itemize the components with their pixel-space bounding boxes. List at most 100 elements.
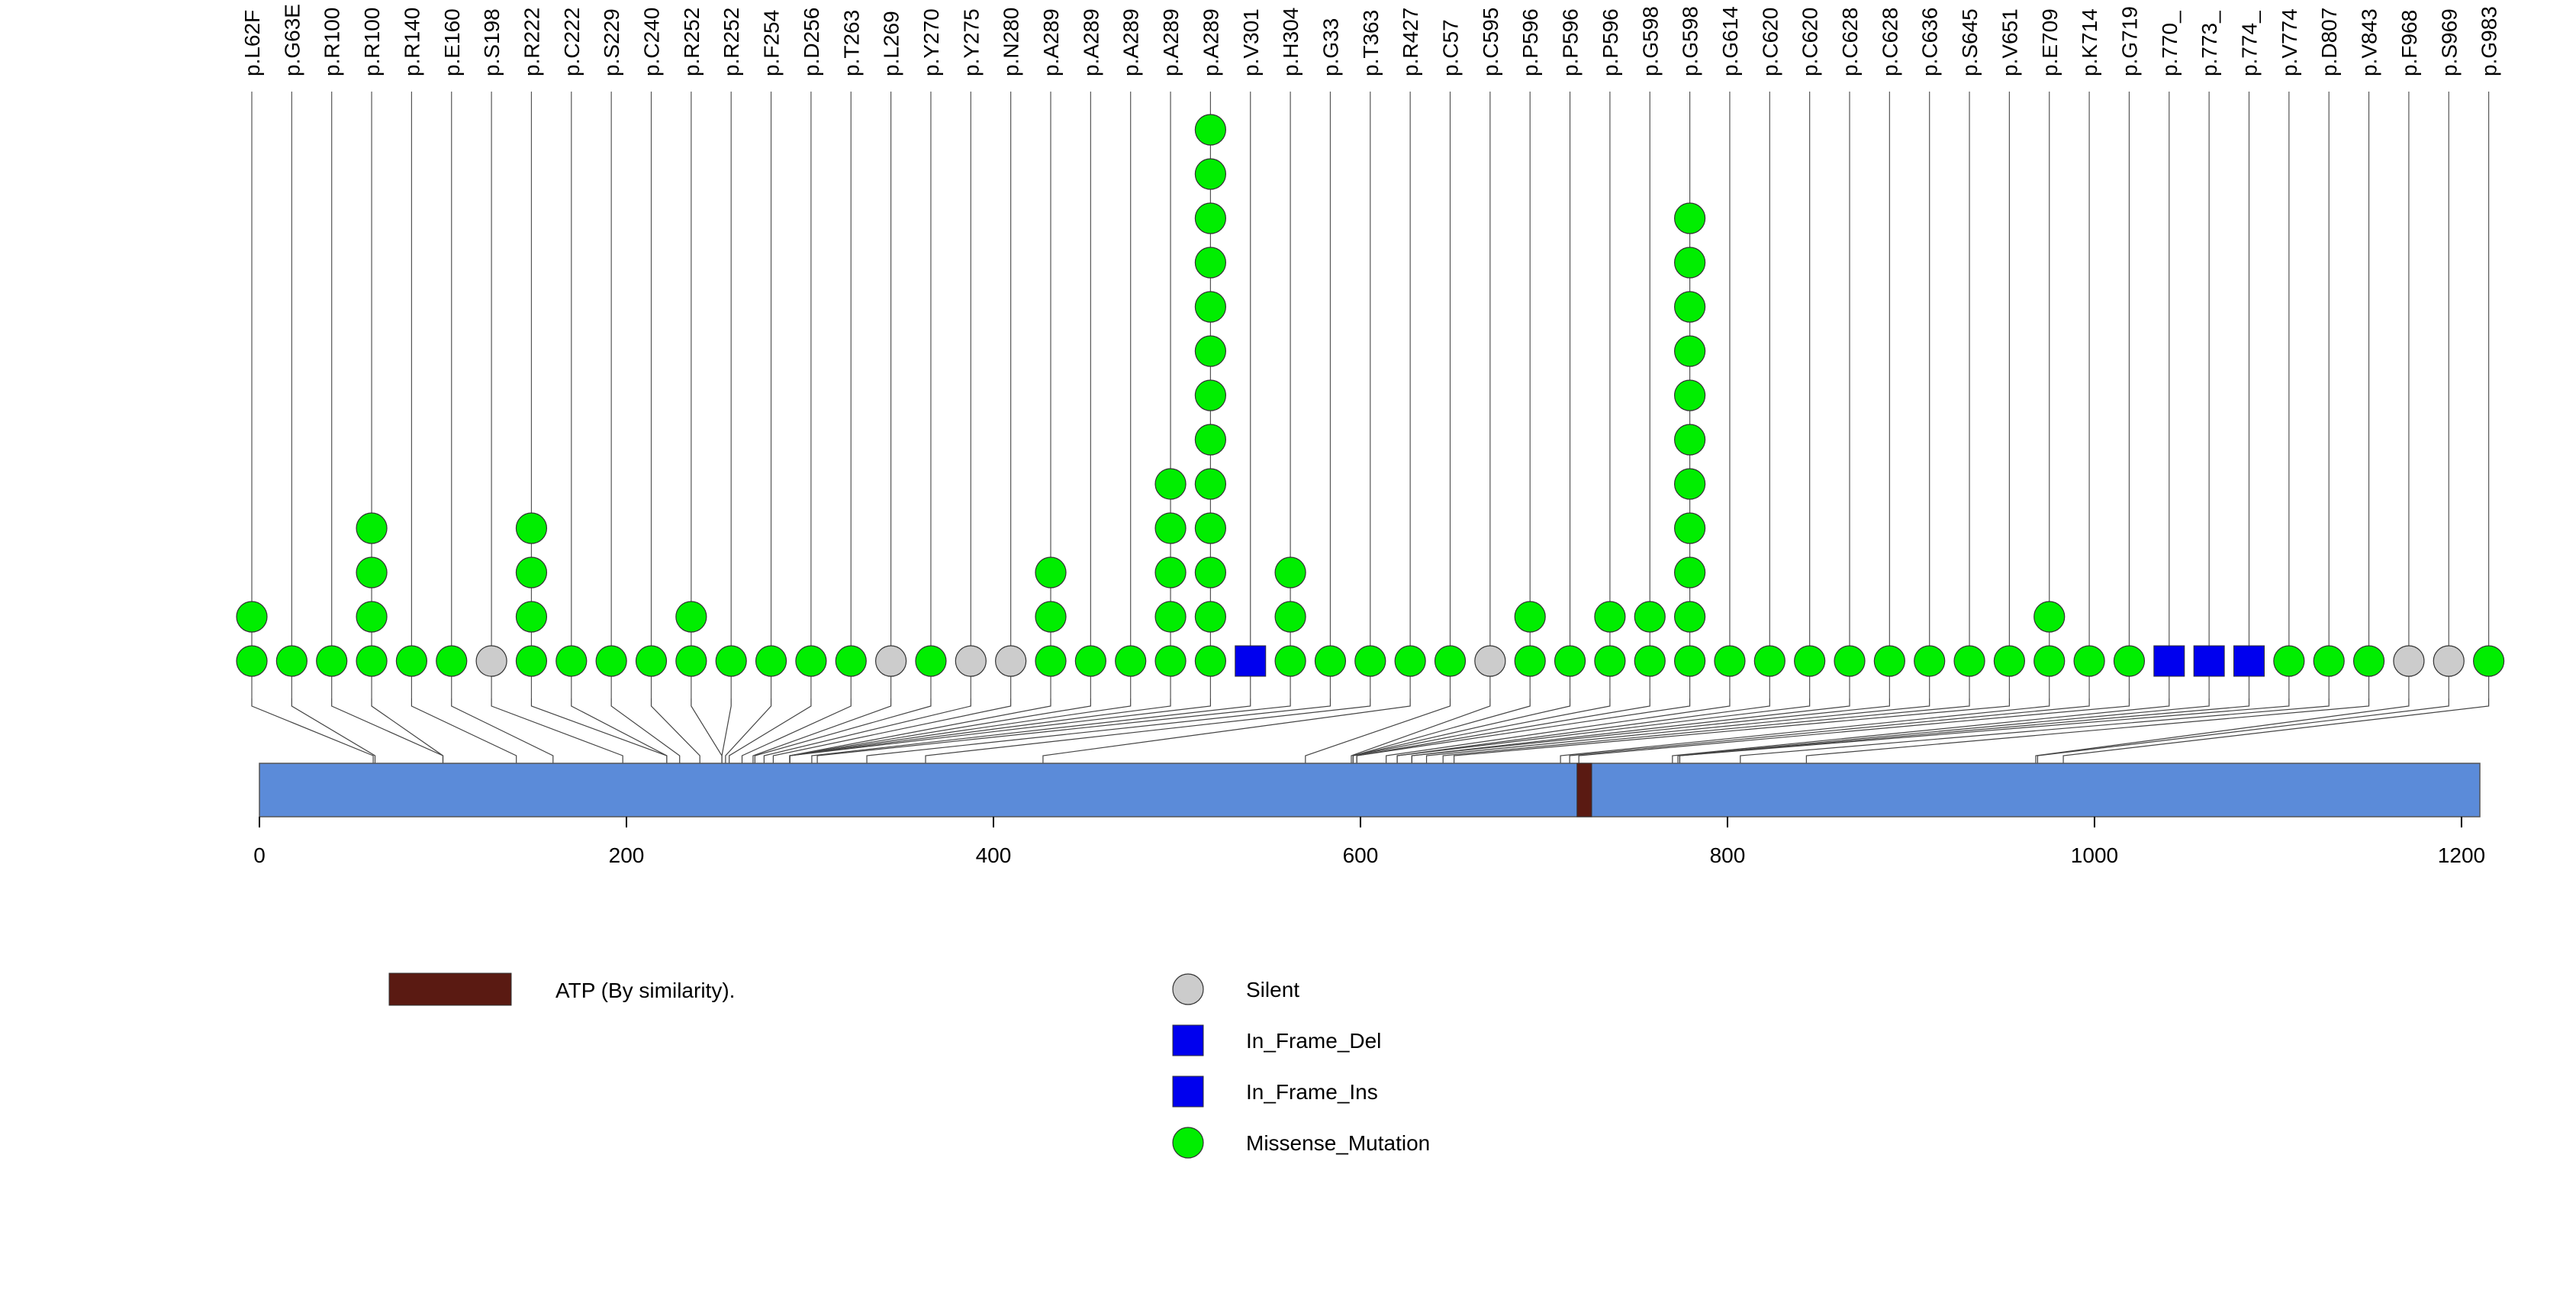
mutation-marker [236, 645, 268, 677]
mutation-marker [1235, 645, 1267, 677]
mutation-marker [1434, 645, 1467, 677]
legend: ATP (By similarity). Silent In_Frame_Del In… [388, 972, 1430, 1159]
mutation-marker [515, 601, 548, 633]
mutation-marker [1194, 468, 1227, 500]
axis-tick-label: 600 [1343, 843, 1379, 867]
mutation-label: p.Y275 [959, 8, 983, 76]
mutation-label: p.R100 [320, 8, 344, 76]
mutation-label: p.V843 [2358, 8, 2381, 76]
mutation-label: p.A289 [1039, 8, 1063, 76]
mutation-label: p.D807 [2317, 8, 2341, 76]
mutation-marker [1834, 645, 1866, 677]
axis-tick-label: 1000 [2071, 843, 2118, 867]
mutation-marker [555, 645, 588, 677]
mutation-label: p.R252 [680, 8, 704, 76]
mutation-marker [515, 556, 548, 589]
mutation-marker [1074, 645, 1106, 677]
mutation-marker [436, 645, 468, 677]
mutation-marker [715, 645, 747, 677]
mutation-label: p.C222 [560, 8, 584, 76]
mutation-label: p.C628 [1838, 8, 1862, 76]
mutation-label: p.E709 [2038, 8, 2062, 76]
mutation-marker [1514, 645, 1546, 677]
mutation-label: p.L269 [880, 11, 903, 76]
mutation-marker [1194, 424, 1227, 456]
mutation-marker [395, 645, 428, 677]
mutation-label: p.P596 [1599, 8, 1622, 76]
mutation-marker [2153, 645, 2185, 677]
mutation-marker [1035, 645, 1067, 677]
mutation-marker [2193, 645, 2225, 677]
mutation-label: p.S198 [480, 8, 504, 76]
mutation-label: p.E160 [440, 8, 464, 76]
mutation-marker [2352, 645, 2385, 677]
mutation-marker [1674, 645, 1706, 677]
mutation-marker [475, 645, 507, 677]
mutation-marker [2033, 645, 2066, 677]
mutation-label: p.L62F [240, 10, 264, 76]
mutation-marker [1554, 645, 1586, 677]
mutation-marker [2433, 645, 2465, 677]
mutation-marker [236, 601, 268, 633]
mutation-marker [1914, 645, 1946, 677]
mutation-label: p.G598 [1679, 6, 1702, 76]
stem-lines [251, 92, 2490, 698]
mutation-marker [1674, 601, 1706, 633]
mutation-label: p.R140 [400, 8, 423, 76]
mutation-label: p.R222 [520, 8, 543, 76]
mutation-marker [1194, 512, 1227, 544]
mutation-marker [635, 645, 668, 677]
mutation-label: p.C57 [1439, 19, 1463, 76]
legend-domain-swatch [388, 972, 512, 1006]
protein-bar [259, 763, 2481, 818]
legend-label: In_Frame_Ins [1246, 1080, 1378, 1104]
axis-tick-label: 0 [253, 843, 266, 867]
mutation-label: p.V301 [1239, 8, 1263, 76]
mutation-marker [1674, 202, 1706, 234]
legend-domain-label: ATP (By similarity). [555, 979, 735, 1002]
mutation-marker [1154, 512, 1187, 544]
mutation-label: p.K714 [2078, 8, 2101, 76]
mutation-marker [1634, 645, 1666, 677]
mutation-label: p.N280 [1000, 8, 1023, 76]
legend-marker [1172, 1024, 1204, 1056]
mutation-marker [1514, 601, 1546, 633]
mutation-marker [835, 645, 867, 677]
mutation-marker [1154, 556, 1187, 589]
mutation-marker [1194, 335, 1227, 367]
domain-0 [1576, 763, 1592, 818]
mutation-label: p.R427 [1399, 8, 1422, 76]
mutation-marker [595, 645, 627, 677]
mutation-label: p.G598 [1638, 6, 1662, 76]
legend-marker [1172, 973, 1204, 1005]
mutation-label: p.Y270 [919, 8, 943, 76]
x-axis: 0 200 400 600 800 1000 1200 [253, 817, 2485, 867]
mutation-marker [1634, 601, 1666, 633]
mutation-marker [1035, 601, 1067, 633]
mutation-marker [1274, 556, 1306, 589]
mutation-marker [1873, 645, 1905, 677]
mutation-label: p.S229 [600, 8, 623, 76]
mutation-label: p.P596 [1518, 8, 1542, 76]
mutation-label: p.V651 [1998, 8, 2021, 76]
mutation-label: p.C595 [1479, 8, 1502, 76]
mutation-marker [1194, 645, 1227, 677]
legend-marker [1172, 1127, 1204, 1159]
mutation-label: p.S969 [2437, 8, 2461, 76]
mutation-label: p.774_ [2238, 11, 2262, 76]
mutation-marker [1674, 291, 1706, 323]
mutation-marker [1714, 645, 1746, 677]
mutation-label: p.C636 [1918, 8, 1942, 76]
axis-tick-label: 1200 [2438, 843, 2485, 867]
mutation-label: p.V774 [2278, 8, 2301, 76]
legend-label: Silent [1246, 978, 1299, 1001]
axis-tick-label: 200 [609, 843, 645, 867]
mutation-marker [356, 512, 388, 544]
mutation-marker [874, 645, 907, 677]
mutation-marker [1194, 202, 1227, 234]
mutation-marker [1154, 645, 1187, 677]
protein-bar-group [259, 763, 2481, 818]
legend-label: Missense_Mutation [1246, 1131, 1430, 1155]
mutation-label: p.R252 [720, 8, 743, 76]
